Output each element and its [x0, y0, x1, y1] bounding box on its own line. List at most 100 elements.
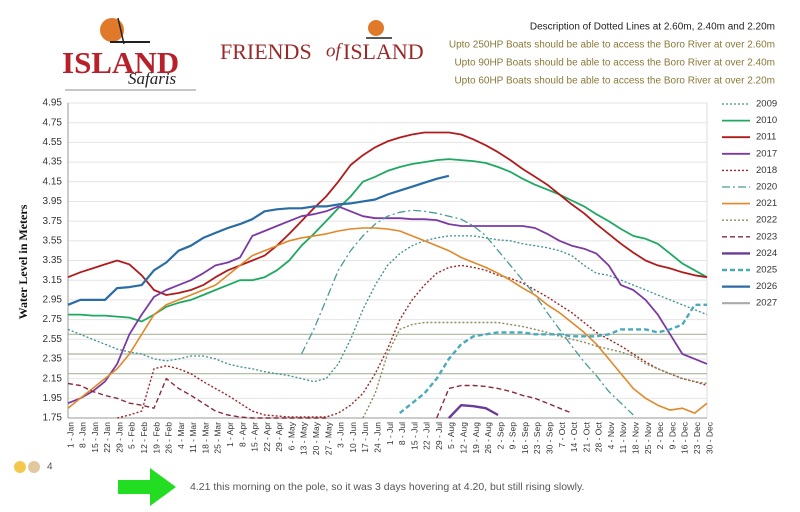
- series-line: [67, 235, 708, 383]
- legend-label: 2010: [756, 115, 777, 126]
- series-line: [300, 209, 634, 416]
- x-tick-label: 12 - Aug: [458, 422, 468, 454]
- description-line: Upto 90HP Boats should be able to access…: [454, 58, 775, 69]
- x-tick-label: 2 - Dec: [655, 421, 665, 449]
- x-tick-label: 4 - Mar: [176, 422, 186, 449]
- y-tick-label: 2.15: [43, 373, 63, 384]
- x-tick-label: 8 - Jan: [78, 422, 88, 448]
- x-tick-label: 24 - Jun: [372, 422, 382, 453]
- series-line: [362, 321, 708, 419]
- y-tick-label: 2.75: [43, 314, 63, 325]
- x-tick-label: 10 - Jun: [348, 422, 358, 453]
- x-tick-label: 28 - Oct: [594, 421, 604, 452]
- y-tick-label: 4.15: [43, 176, 63, 187]
- legend-label: 2022: [756, 215, 777, 226]
- x-tick-label: 16 - Dec: [680, 421, 690, 454]
- series-line: [67, 377, 327, 419]
- x-tick-label: 11 - Nov: [618, 421, 628, 453]
- x-tick-label: 7 - Oct: [557, 421, 567, 447]
- logo-left: ISLAND Safaris: [62, 17, 196, 91]
- series-line: [448, 404, 499, 419]
- x-tick-label: 26 - Aug: [483, 422, 493, 454]
- x-tick-label: 18 - Nov: [631, 421, 641, 454]
- x-tick-label: 11 - Mar: [188, 422, 198, 453]
- legend-label: 2017: [756, 148, 777, 159]
- x-tick-label: 29 - Apr: [274, 422, 284, 452]
- x-tick-label: 23 - Sep: [532, 422, 542, 454]
- logo-word: FRIENDS: [220, 39, 312, 64]
- x-tick-label: 4 - Nov: [606, 421, 616, 449]
- series-line: [67, 205, 708, 405]
- y-tick-label: 3.55: [43, 235, 63, 246]
- y-tick-label: 2.35: [43, 354, 63, 365]
- y-tick-label: 4.75: [43, 117, 63, 128]
- x-tick-label: 8 - Jul: [397, 422, 407, 445]
- description-line: Upto 250HP Boats should be able to acces…: [449, 40, 775, 51]
- x-tick-label: 3 - Jun: [336, 422, 346, 448]
- logo-word: ISLAND: [343, 39, 424, 64]
- y-tick-label: 3.15: [43, 275, 63, 286]
- series-line: [67, 174, 450, 306]
- x-tick-label: 1 - Jan: [65, 422, 75, 448]
- y-axis-label: Water Level in Meters: [16, 204, 30, 319]
- logo-right: FRIENDS of ISLAND: [220, 20, 424, 64]
- x-tick-label: 23 - Dec: [692, 421, 702, 454]
- x-tick-label: 22 - Jul: [422, 422, 432, 450]
- y-tick-label: 2.95: [43, 295, 63, 306]
- legend-label: 2009: [756, 99, 777, 110]
- x-tick-label: 27 - May: [323, 421, 333, 455]
- legend-label: 2018: [756, 165, 777, 176]
- arrow: [118, 468, 176, 506]
- x-tick-label: 19 - Feb: [151, 422, 161, 454]
- series-line: [67, 131, 708, 296]
- legend-label: 2025: [756, 265, 777, 276]
- logo-sun: [368, 20, 384, 36]
- x-tick-label: 9 - Sep: [508, 422, 518, 450]
- legend-label: 2023: [756, 231, 777, 242]
- x-tick-label: 25 - Mar: [213, 422, 223, 454]
- reaction-icon: [28, 461, 40, 473]
- logo-name: ISLAND: [62, 45, 179, 80]
- x-tick-label: 25 - Nov: [643, 421, 653, 454]
- x-tick-label: 13 - May: [299, 421, 309, 455]
- legend-label: 2026: [756, 281, 777, 292]
- logo-sun: [100, 18, 124, 42]
- x-tick-label: 2 - Sep: [495, 422, 505, 450]
- y-tick-label: 1.95: [43, 393, 63, 404]
- logo-pole: [117, 17, 125, 45]
- x-tick-label: 5 - Feb: [127, 422, 137, 449]
- y-tick-label: 3.75: [43, 216, 63, 227]
- x-tick-label: 19 - Aug: [471, 422, 481, 454]
- y-tick-label: 4.95: [43, 98, 63, 109]
- x-tick-label: 15 - Apr: [250, 422, 260, 452]
- legend-label: 2024: [756, 248, 777, 259]
- y-tick-label: 3.35: [43, 255, 63, 266]
- x-tick-label: 22 - Jan: [102, 422, 112, 453]
- x-tick-label: 15 - Jan: [90, 422, 100, 453]
- description-line: Upto 60HP Boats should be able to access…: [454, 76, 775, 87]
- y-tick-label: 2.55: [43, 334, 63, 345]
- x-tick-label: 17 - Jun: [360, 422, 370, 453]
- legend-label: 2011: [756, 132, 776, 143]
- x-tick-label: 20 - May: [311, 421, 321, 455]
- x-tick-label: 8 - Apr: [237, 422, 247, 447]
- x-tick-label: 29 - Jan: [114, 422, 124, 453]
- x-tick-label: 1 - Jul: [385, 422, 395, 445]
- x-tick-label: 30 - Dec: [704, 421, 714, 454]
- x-tick-label: 22 - Apr: [262, 422, 272, 452]
- x-tick-label: 16 - Sep: [520, 422, 530, 454]
- logo-word: of: [326, 40, 344, 61]
- x-tick-label: 15 - Jul: [409, 422, 419, 450]
- y-tick-label: 4.55: [43, 137, 63, 148]
- series-line: [67, 227, 708, 414]
- x-tick-label: 6 - May: [286, 421, 296, 450]
- y-tick-label: 4.35: [43, 157, 63, 168]
- x-tick-label: 1 - Apr: [225, 422, 235, 447]
- series-line: [436, 384, 573, 419]
- series-line: [117, 264, 708, 419]
- x-tick-label: 29 - Jul: [434, 422, 444, 450]
- x-tick-label: 5 - Aug: [446, 422, 456, 449]
- reaction-icon: [14, 461, 26, 473]
